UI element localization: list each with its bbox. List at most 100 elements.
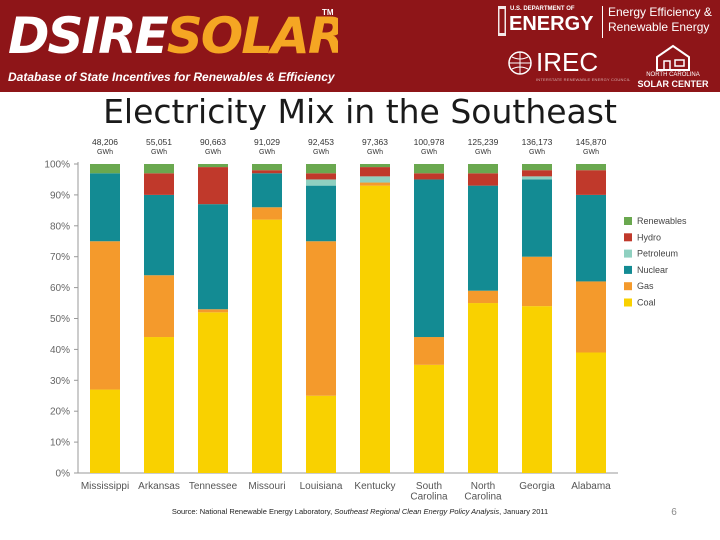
bar-segment-hydro: [414, 173, 444, 180]
bar-segment-renewables: [198, 164, 228, 168]
x-category-label: Mississippi: [81, 481, 129, 492]
bar-total-unit: GWh: [97, 149, 113, 156]
source-prefix: Source: National Renewable Energy Labora…: [171, 507, 335, 516]
bar-segment-gas: [144, 275, 174, 338]
eere-line-1: Energy Efficiency &: [608, 5, 712, 19]
bar-total-unit: GWh: [421, 149, 437, 156]
legend-swatch-petroleum: [624, 249, 632, 258]
y-tick-label: 90%: [50, 190, 70, 201]
bar-segment-gas: [522, 256, 552, 307]
bar-segment-gas: [468, 290, 498, 304]
bar-total-unit: GWh: [529, 149, 545, 156]
y-tick-label: 80%: [50, 221, 70, 232]
x-category-label: Kentucky: [354, 481, 395, 492]
bar-segment-hydro: [198, 167, 228, 205]
bar-segment-coal: [576, 352, 606, 473]
x-category-label: Tennessee: [189, 481, 238, 492]
nc-solar-center-logo[interactable]: NORTH CAROLINA SOLAR CENTER: [630, 44, 716, 89]
bar-segment-coal: [198, 312, 228, 473]
bar-segment-gas: [90, 241, 120, 390]
bar-segment-renewables: [576, 164, 606, 171]
bar-total-value: 48,206: [92, 137, 118, 147]
bar-segment-gas: [576, 281, 606, 353]
bar-segment-nuclear: [576, 194, 606, 282]
y-tick-label: 30%: [50, 376, 70, 387]
y-tick-label: 70%: [50, 252, 70, 263]
legend-swatch-nuclear: [624, 265, 632, 274]
y-tick-label: 60%: [50, 283, 70, 294]
bar-segment-coal: [468, 303, 498, 473]
bar-total-unit: GWh: [583, 149, 599, 156]
bar-segment-nuclear: [306, 185, 336, 242]
bar-total-unit: GWh: [259, 149, 275, 156]
doe-logo[interactable]: U.S. DEPARTMENT OF ENERGY Energy Efficie…: [498, 4, 716, 42]
y-tick-label: 100%: [44, 160, 70, 171]
bar-segment-petroleum: [360, 176, 390, 183]
bar-segment-coal: [414, 364, 444, 473]
bar-total-value: 97,363: [362, 137, 388, 147]
bar-total-unit: GWh: [475, 149, 491, 156]
slide-number: 6: [671, 507, 677, 518]
electricity-mix-chart: 0% 10% 20% 30% 40% 50% 60% 70% 80% 90% 100% 48,206 G…: [44, 137, 687, 503]
bar-total-value: 92,453: [308, 137, 334, 147]
source-suffix: , January 2011: [499, 507, 549, 516]
bar-total-value: 100,978: [414, 137, 445, 147]
x-category-label: South: [416, 481, 442, 492]
bar-segment-hydro: [144, 173, 174, 195]
slide-title: Electricity Mix in the Southeast: [103, 92, 617, 131]
source-citation: Source: National Renewable Energy Labora…: [100, 507, 620, 516]
x-category-label: Georgia: [519, 481, 555, 492]
doe-energy-text: ENERGY: [509, 13, 594, 35]
irec-logo[interactable]: IREC INTERSTATE RENEWABLE ENERGY COUNCIL: [508, 47, 630, 86]
bar-segment-gas: [360, 182, 390, 186]
bar-total-unit: GWh: [151, 149, 167, 156]
bar-segment-renewables: [468, 164, 498, 174]
bar-segment-renewables: [414, 164, 444, 174]
legend-label-nuclear: Nuclear: [637, 265, 668, 275]
legend-swatch-hydro: [624, 233, 632, 242]
irec-globe-icon: [508, 51, 532, 75]
bar-total-unit: GWh: [313, 149, 329, 156]
bar-total-value: 125,239: [468, 137, 499, 147]
irec-subtitle: INTERSTATE RENEWABLE ENERGY COUNCIL: [536, 77, 631, 82]
header-banner: DSIRESOLAR TM Database of State Incentiv…: [0, 0, 720, 92]
x-category-label: Carolina: [410, 492, 448, 503]
y-tick-label: 40%: [50, 345, 70, 356]
bar-segment-coal: [144, 337, 174, 473]
bar-segment-renewables: [360, 164, 390, 168]
solar-house-icon: [656, 44, 690, 71]
bar-total-value: 90,663: [200, 137, 226, 147]
y-tick-label: 0%: [56, 469, 71, 480]
bar-segment-petroleum: [306, 179, 336, 186]
legend-swatch-gas: [624, 282, 632, 291]
bar-segment-renewables: [252, 164, 282, 171]
bar-total-value: 145,870: [576, 137, 607, 147]
logo-tagline: Database of State Incentives for Renewab…: [8, 70, 335, 84]
x-category-label: Alabama: [571, 481, 611, 492]
x-category-label: North: [471, 481, 495, 492]
bar-segment-renewables: [306, 164, 336, 174]
y-tick-label: 20%: [50, 407, 70, 418]
legend-label-renewables: Renewables: [637, 216, 687, 226]
irec-text: IREC: [536, 47, 599, 77]
bar-segment-nuclear: [144, 194, 174, 276]
dsire-solar-logo[interactable]: DSIRESOLAR: [8, 6, 338, 66]
bar-segment-hydro: [306, 173, 336, 180]
bar-segment-coal: [252, 219, 282, 473]
logo-dsire-text: DSIRE: [8, 7, 169, 65]
legend-swatch-coal: [624, 298, 632, 307]
x-category-label: Missouri: [248, 481, 285, 492]
bar-segment-nuclear: [468, 185, 498, 291]
bar-segment-gas: [198, 309, 228, 313]
bar-segment-renewables: [522, 164, 552, 171]
x-category-label: Louisiana: [300, 481, 343, 492]
bar-segment-renewables: [90, 164, 120, 174]
y-tick-label: 50%: [50, 314, 70, 325]
bar-segment-coal: [360, 185, 390, 473]
bar-segment-gas: [252, 207, 282, 220]
legend-label-petroleum: Petroleum: [637, 249, 678, 259]
ncsc-state-text: NORTH CAROLINA: [646, 72, 700, 78]
bar-segment-petroleum: [522, 176, 552, 180]
bar-segment-hydro: [468, 173, 498, 186]
bar-segment-nuclear: [198, 204, 228, 310]
